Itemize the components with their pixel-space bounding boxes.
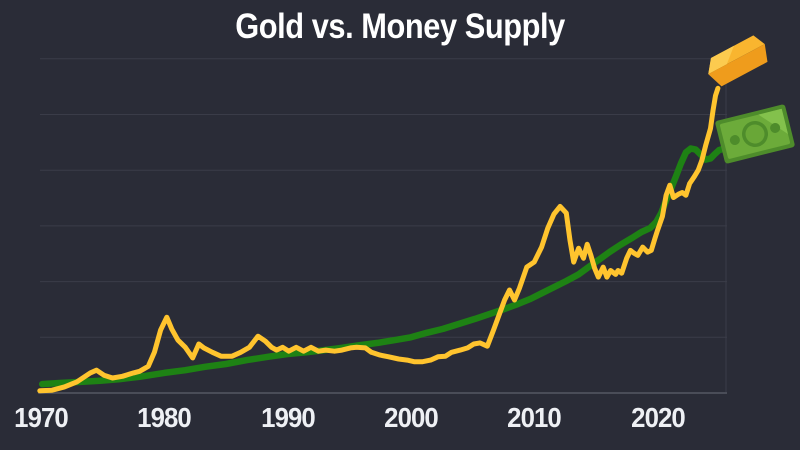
gold-line xyxy=(37,85,721,394)
x-tick-1970: 1970 xyxy=(14,402,69,433)
gridlines xyxy=(38,58,727,394)
x-tick-2010: 2010 xyxy=(507,402,562,433)
x-tick-1990: 1990 xyxy=(260,402,316,433)
gold-bar-icon xyxy=(708,35,768,87)
dollar-bill-icon xyxy=(715,104,795,164)
money-supply-line xyxy=(38,145,728,388)
chart-title: Gold vs. Money Supply xyxy=(235,7,565,46)
x-tick-1980: 1980 xyxy=(137,402,192,433)
x-tick-2020: 2020 xyxy=(630,402,686,433)
series-lines xyxy=(37,85,728,394)
x-tick-2000: 2000 xyxy=(384,402,439,433)
